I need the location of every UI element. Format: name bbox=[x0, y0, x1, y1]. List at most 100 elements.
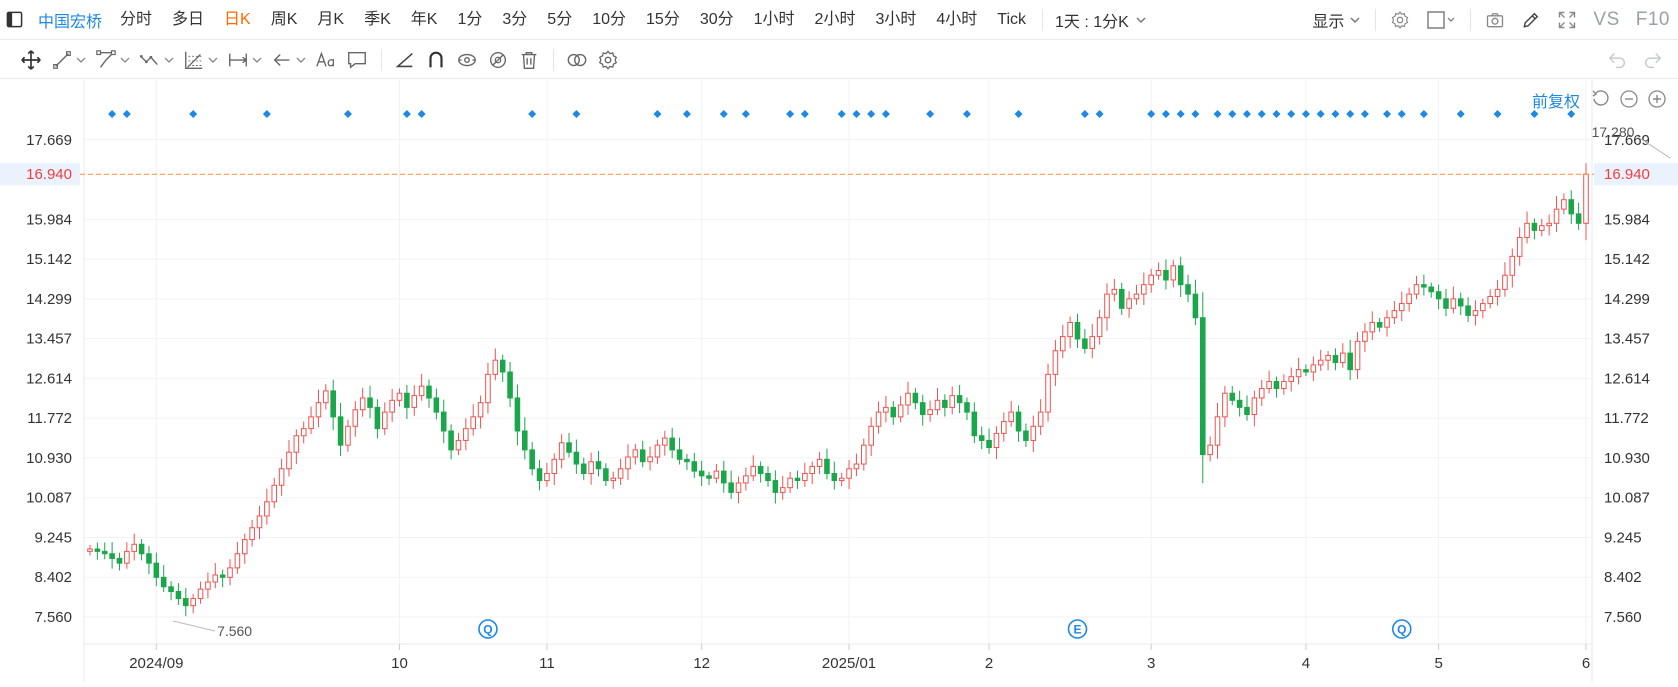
display-menu[interactable]: 显示 bbox=[1304, 8, 1369, 32]
fullscreen-icon[interactable] bbox=[1549, 0, 1585, 40]
candle-up bbox=[1546, 222, 1552, 227]
period-tab[interactable]: 季K bbox=[364, 10, 391, 28]
f10-button[interactable]: F10 bbox=[1635, 9, 1670, 30]
candle-down bbox=[956, 395, 963, 404]
candle-down bbox=[728, 482, 734, 493]
sidebar-toggle-icon[interactable] bbox=[0, 0, 28, 40]
candle-down bbox=[757, 465, 764, 474]
period-tab[interactable]: 日K bbox=[224, 10, 251, 28]
reset-chart-button[interactable] bbox=[1590, 88, 1612, 110]
measure-range-tool[interactable] bbox=[227, 41, 262, 79]
candle-up bbox=[551, 458, 558, 474]
event-diamond-marker bbox=[122, 110, 131, 118]
period-tab[interactable]: 多日 bbox=[172, 10, 205, 28]
candle-up bbox=[1089, 336, 1096, 349]
polyline-tool[interactable] bbox=[95, 41, 130, 79]
period-tab[interactable]: 1分 bbox=[457, 10, 483, 28]
candle-down bbox=[580, 463, 587, 474]
arrow-tool[interactable] bbox=[271, 41, 306, 79]
period-tab[interactable]: Tick bbox=[997, 10, 1026, 28]
candle-down bbox=[109, 553, 115, 559]
price-adjust-mode[interactable]: 前复权 bbox=[1531, 94, 1580, 111]
y-tick-label-right: 8.402 bbox=[1604, 569, 1642, 586]
chevron-down-icon bbox=[164, 57, 174, 63]
period-tab[interactable]: 3小时 bbox=[875, 10, 917, 28]
candle-up bbox=[323, 390, 329, 404]
undo-button[interactable] bbox=[1606, 41, 1628, 79]
link-tool[interactable] bbox=[566, 41, 588, 79]
camera-icon[interactable] bbox=[1477, 0, 1513, 40]
y-tick-label-right: 10.087 bbox=[1604, 490, 1650, 507]
event-diamond-marker bbox=[1014, 110, 1023, 118]
layout-icon[interactable] bbox=[1418, 0, 1464, 40]
candle-up bbox=[1384, 317, 1390, 328]
zoom-out-button[interactable] bbox=[1618, 88, 1640, 110]
candle-down bbox=[1457, 298, 1464, 307]
chart-area[interactable]: 17.669 17.669 15.984 15.984 15.142 15.142 14.2… bbox=[0, 80, 1678, 687]
event-diamond-marker bbox=[402, 110, 411, 118]
candle-up bbox=[293, 435, 300, 453]
line-segment-tool[interactable] bbox=[51, 41, 86, 79]
event-marker-letter: Q bbox=[483, 623, 492, 637]
candle-up bbox=[1310, 364, 1317, 373]
y-tick-label-right: 10.930 bbox=[1604, 450, 1650, 467]
magnet-tool[interactable] bbox=[425, 41, 447, 79]
candle-up bbox=[1288, 376, 1295, 382]
vs-compare-button[interactable]: VS bbox=[1593, 9, 1620, 30]
fib-grid-tool[interactable] bbox=[183, 41, 218, 79]
period-tab[interactable]: 5分 bbox=[547, 10, 573, 28]
lock-drawings-tool[interactable] bbox=[456, 41, 478, 79]
candle-down bbox=[94, 548, 101, 552]
move-tool[interactable] bbox=[20, 41, 42, 79]
x-tick-label: 2 bbox=[985, 655, 993, 672]
candle-down bbox=[404, 392, 410, 408]
x-tick-label: 2024/09 bbox=[129, 655, 183, 672]
period-tab[interactable]: 月K bbox=[317, 10, 345, 28]
period-tab[interactable]: 15分 bbox=[646, 10, 680, 28]
pencil-icon[interactable] bbox=[1513, 0, 1549, 40]
link-icon bbox=[567, 53, 587, 66]
candle-up bbox=[868, 425, 874, 446]
candle-down bbox=[448, 430, 454, 451]
period-tab[interactable]: 周K bbox=[270, 10, 298, 28]
zoom-in-button[interactable] bbox=[1646, 88, 1668, 110]
candle-down bbox=[499, 359, 506, 373]
period-tab[interactable]: 分时 bbox=[120, 10, 153, 28]
candlestick-chart[interactable]: 17.669 17.669 15.984 15.984 15.142 15.142 14.2… bbox=[0, 80, 1678, 687]
angle-tool[interactable] bbox=[394, 41, 416, 79]
wave-tool[interactable] bbox=[139, 41, 174, 79]
period-tab[interactable]: 4小时 bbox=[936, 10, 978, 28]
candle-down bbox=[566, 442, 572, 453]
period-tab[interactable]: 年K bbox=[410, 10, 438, 28]
redo-button[interactable] bbox=[1642, 41, 1664, 79]
candle-up bbox=[1494, 288, 1501, 297]
event-marker-letter: E bbox=[1073, 623, 1081, 637]
gear-icon[interactable] bbox=[1382, 0, 1418, 40]
candle-down bbox=[691, 461, 698, 472]
candle-down bbox=[1303, 369, 1309, 373]
symbol-name[interactable]: 中国宏桥 bbox=[38, 13, 103, 31]
period-tab[interactable]: 3分 bbox=[502, 10, 528, 28]
x-tick-label: 5 bbox=[1434, 655, 1442, 672]
hide-drawings-tool[interactable] bbox=[487, 41, 509, 79]
candle-down bbox=[639, 449, 646, 463]
candle-up bbox=[735, 482, 742, 493]
polyline-icon bbox=[96, 49, 116, 68]
period-tab[interactable]: 10分 bbox=[592, 10, 627, 28]
candle-down bbox=[433, 397, 440, 413]
timeframe-select[interactable]: 1天 : 1分K bbox=[1049, 8, 1153, 32]
event-diamond-marker bbox=[1331, 110, 1340, 118]
period-tab[interactable]: 30分 bbox=[699, 10, 734, 28]
candle-down bbox=[684, 458, 690, 463]
candle-down bbox=[1465, 305, 1471, 316]
timeframe-label: 1天 : 1分K bbox=[1055, 13, 1129, 31]
last-price-label-left: 16.940 bbox=[26, 166, 72, 183]
delete-drawings-tool[interactable] bbox=[518, 41, 540, 79]
period-tab[interactable]: 2小时 bbox=[814, 10, 856, 28]
toolbar-settings[interactable] bbox=[597, 41, 619, 79]
note-tool[interactable] bbox=[346, 41, 368, 79]
period-tab[interactable]: 1小时 bbox=[753, 10, 795, 28]
candle-up bbox=[1141, 284, 1147, 295]
event-diamond-marker bbox=[1456, 110, 1465, 118]
text-tool[interactable] bbox=[315, 41, 337, 79]
